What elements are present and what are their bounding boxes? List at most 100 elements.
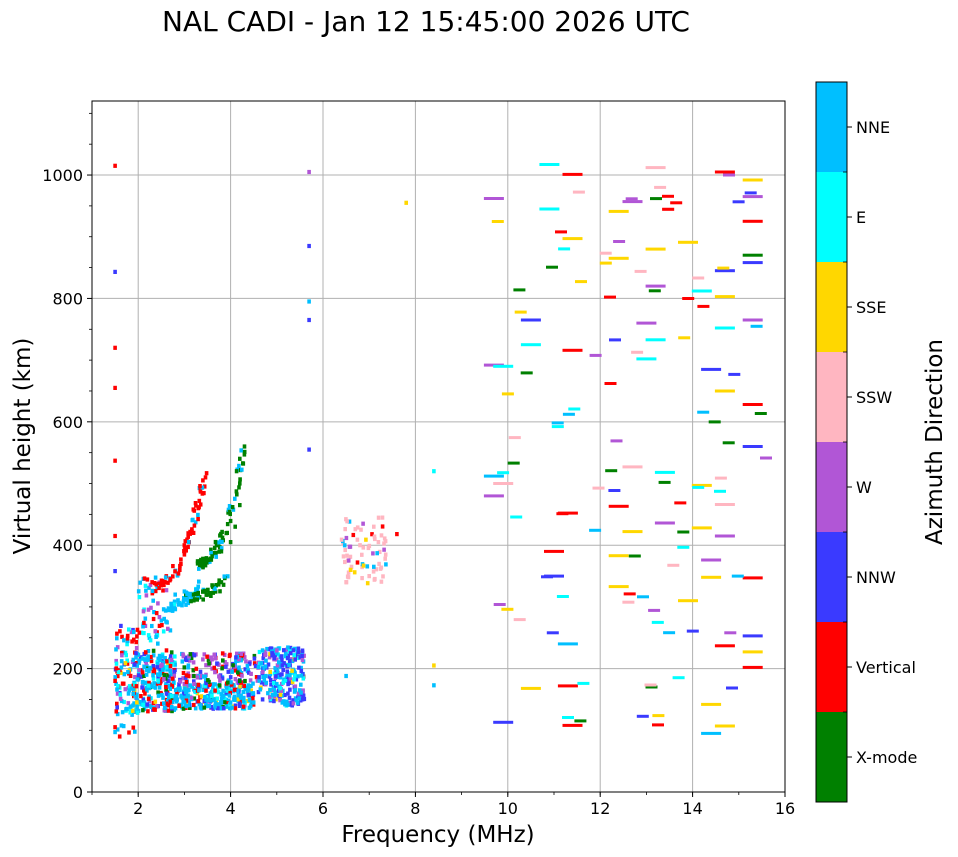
- echo-cell: [134, 640, 138, 645]
- echo-cell: [157, 685, 162, 690]
- echo-cell: [290, 668, 294, 673]
- echo-cell: [119, 623, 123, 628]
- echo-dash: [608, 209, 629, 213]
- echo-cell: [114, 661, 119, 666]
- trace-cell: [186, 531, 190, 536]
- echo-cell: [380, 524, 385, 529]
- echo-cell: [197, 702, 202, 707]
- echo-cell: [339, 537, 344, 542]
- trace-cell: [234, 489, 239, 494]
- echo-cell: [278, 698, 282, 703]
- echo-cell: [119, 723, 124, 728]
- echo-dash: [701, 558, 722, 562]
- echo-cell: [134, 684, 139, 689]
- trace-cell: [233, 496, 237, 501]
- trace-cell: [172, 599, 177, 604]
- echo-cell: [299, 673, 304, 678]
- echo-dash: [493, 720, 514, 724]
- echo-cell: [202, 674, 206, 679]
- echo-cell: [344, 517, 348, 522]
- trace-cell: [182, 596, 186, 601]
- echo-cell: [115, 712, 120, 717]
- echo-cell: [205, 684, 210, 689]
- echo-cell: [238, 669, 242, 674]
- echo-point: [182, 589, 187, 594]
- azimuth-colorbar: X-mode Vertical NNW W SSW SSE E NNE: [815, 81, 917, 803]
- echo-point: [154, 611, 159, 616]
- trace-cell: [220, 539, 224, 544]
- echo-cell: [235, 651, 239, 656]
- echo-point: [238, 456, 242, 461]
- echo-cell: [383, 552, 388, 557]
- echo-cell: [282, 648, 286, 653]
- echo-cell: [220, 676, 225, 681]
- echo-dash: [672, 676, 685, 680]
- echo-cell: [301, 689, 305, 695]
- echo-cell: [171, 679, 176, 684]
- x-tick-label: 8: [410, 799, 420, 818]
- echo-cell: [278, 692, 283, 697]
- echo-cell: [361, 563, 366, 568]
- echo-cell: [298, 655, 302, 660]
- echo-cell: [343, 547, 347, 553]
- echo-cell: [169, 694, 174, 699]
- echo-dash: [539, 207, 560, 211]
- echo-cell: [284, 652, 288, 657]
- echo-cell: [252, 661, 257, 666]
- echo-dash: [610, 439, 623, 443]
- echo-cell: [135, 634, 139, 639]
- echo-cell: [190, 652, 195, 657]
- trace-cell: [154, 582, 158, 587]
- echo-point: [219, 549, 224, 554]
- echo-cell: [299, 682, 303, 687]
- echo-cell: [238, 684, 242, 689]
- echo-cell: [169, 705, 174, 710]
- echo-cell: [355, 525, 360, 530]
- echo-cell: [147, 635, 152, 640]
- echo-point: [182, 552, 187, 557]
- echo-cell: [122, 638, 126, 643]
- echo-cell: [274, 697, 278, 702]
- echo-cell: [361, 545, 366, 550]
- echo-cell: [259, 661, 264, 666]
- echo-cell: [215, 661, 219, 666]
- echo-cell: [286, 682, 290, 687]
- echo-dash: [742, 634, 763, 638]
- echo-cell: [242, 695, 246, 700]
- echo-cell: [257, 649, 262, 655]
- echo-dash: [520, 686, 541, 690]
- trace-cell: [186, 544, 190, 550]
- echo-cell: [225, 704, 230, 709]
- echo-cell: [295, 700, 300, 705]
- echo-cell: [352, 570, 357, 575]
- echo-cell: [292, 653, 296, 658]
- echo-point: [228, 540, 233, 545]
- echo-cell: [260, 648, 265, 653]
- echo-cell: [371, 551, 375, 556]
- echo-cell: [262, 678, 267, 683]
- echo-cell: [302, 653, 306, 658]
- echo-cell: [204, 663, 208, 668]
- echo-cell: [248, 678, 253, 683]
- echo-cell: [187, 700, 192, 705]
- echo-cell: [227, 693, 232, 698]
- echo-cell: [345, 574, 350, 579]
- echo-dash: [625, 197, 638, 201]
- echo-dash: [546, 265, 558, 269]
- echo-cell: [141, 679, 145, 685]
- echo-point: [233, 524, 237, 529]
- echo-cell: [237, 701, 242, 706]
- echo-dash: [714, 269, 735, 273]
- echo-cell: [249, 683, 253, 688]
- chart-title: NAL CADI - Jan 12 15:45:00 2026 UTC: [162, 5, 690, 38]
- echo-dash: [562, 172, 583, 176]
- echo-cell: [186, 693, 190, 698]
- echo-cell: [156, 690, 160, 695]
- trace-cell: [184, 547, 188, 552]
- x-axis: 2 4 6 8 10 12 14 16: [91, 792, 795, 818]
- echo-dash: [622, 200, 643, 204]
- echo-cell: [194, 666, 199, 671]
- echo-cell: [290, 680, 295, 685]
- trace-cell: [172, 606, 177, 611]
